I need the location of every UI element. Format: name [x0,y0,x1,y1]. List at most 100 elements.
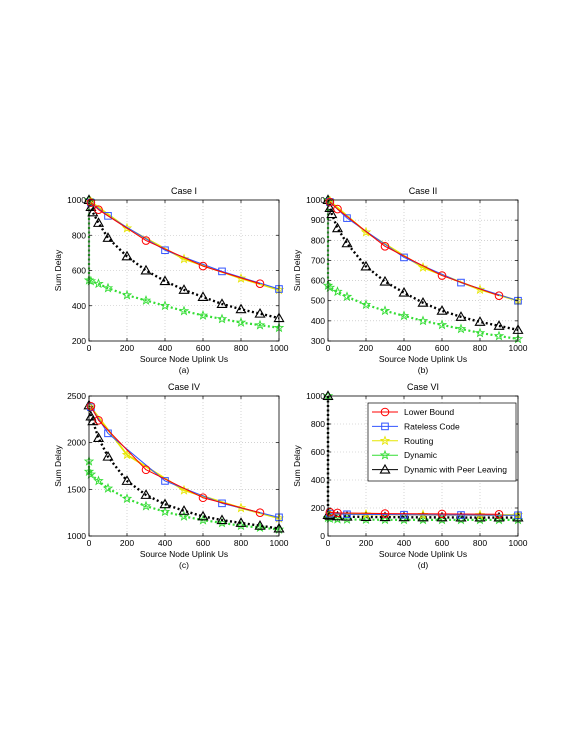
data-point [216,313,228,324]
legend-marker [379,449,391,460]
y-tick-label: 1000 [67,531,86,541]
chart-panel-3: 0 200 400 600 800 1000 1000 1500 2000 2500 Case IV… [53,382,289,570]
data-point [178,484,190,495]
x-tick-label: 200 [120,538,134,548]
y-tick-label: 500 [311,296,325,306]
data-point [92,432,105,442]
x-tick-label: 400 [397,538,411,548]
data-point [178,505,190,515]
data-point [197,510,209,521]
data-point [360,299,372,310]
x-tick-label: 600 [196,538,210,548]
y-axis-label: Sum Delay [53,249,63,291]
data-point [437,509,447,519]
data-point [493,320,505,330]
x-tick-label: 800 [473,538,487,548]
legend-label: Lower Bound [404,407,454,417]
axes-frame [327,395,519,537]
y-tick-label: 400 [311,316,325,326]
legend-marker [379,435,391,446]
legend-label: Rateless Code [404,421,460,431]
data-point [197,514,209,525]
data-point [235,303,247,314]
y-tick-label: 700 [311,255,325,265]
data-point [417,315,429,326]
legend-marker [380,407,390,417]
data-point [326,208,338,219]
y-tick-label: 300 [311,336,325,346]
data-point [141,236,151,245]
data-point [360,226,372,237]
data-point [341,237,353,248]
data-point [121,222,133,233]
series-group [322,194,524,344]
panel-caption: (d) [418,560,429,570]
data-point [457,511,465,519]
data-point [102,232,114,242]
data-point [255,279,265,289]
data-point [494,291,504,300]
y-tick-label: 1000 [306,195,325,205]
x-tick-label: 400 [158,343,172,353]
data-point [455,323,467,334]
data-point [216,514,228,525]
data-point [159,300,171,311]
y-tick-label: 400 [311,475,325,485]
data-point [235,317,247,327]
x-axis-label: Source Node Uplink Us [379,549,467,559]
chart-panel-4: 0 200 400 600 800 1000 0 200 400 600 800 1000 Case V… [292,382,528,570]
data-point [102,282,114,293]
y-tick-label: 1000 [67,195,86,205]
data-point [474,327,486,338]
data-point [140,264,152,275]
series-line-lower-bound [90,202,261,285]
x-tick-label: 1000 [270,538,289,548]
y-axis-label: Sum Delay [292,249,302,291]
data-point [102,450,114,461]
data-point [331,222,344,233]
data-point [254,307,266,318]
legend-label: Dynamic with Peer Leaving [404,465,507,475]
data-point [398,286,410,297]
data-point [333,508,342,518]
series-line-lower-bound [329,201,500,297]
data-point [198,261,208,271]
series-line-dynamic [326,200,519,341]
data-point [360,260,372,271]
data-point [86,198,96,207]
data-point [178,253,190,264]
data-point [437,271,447,280]
data-point [198,493,208,503]
data-point [332,286,343,297]
x-axis-label: Source Node Uplink Us [140,354,228,364]
data-point [197,309,209,320]
legend-label: Routing [404,436,434,446]
x-axis-label: Source Node Uplink Us [379,354,467,364]
x-tick-label: 0 [326,538,331,548]
data-point [474,316,486,326]
data-point [94,205,103,214]
data-point [417,297,429,307]
data-point [159,506,171,517]
x-tick-label: 0 [87,538,92,548]
data-point [341,510,353,521]
x-tick-label: 200 [120,343,134,353]
data-point [333,204,342,214]
x-tick-label: 1000 [270,343,289,353]
y-tick-label: 200 [311,503,325,513]
data-point [178,284,190,294]
series-line-dynamic-with-peer-leaving [87,199,280,320]
legend-box [367,402,517,482]
data-point [86,401,96,411]
data-point [197,291,209,301]
data-point [159,498,171,509]
x-tick-label: 600 [196,343,210,353]
data-point [140,500,152,511]
chart-title: Case IV [168,382,200,392]
data-point [255,508,265,517]
y-tick-label: 200 [72,336,86,346]
y-tick-label: 600 [72,266,86,276]
data-point [380,242,390,251]
data-point [85,468,97,479]
data-point [455,311,467,321]
